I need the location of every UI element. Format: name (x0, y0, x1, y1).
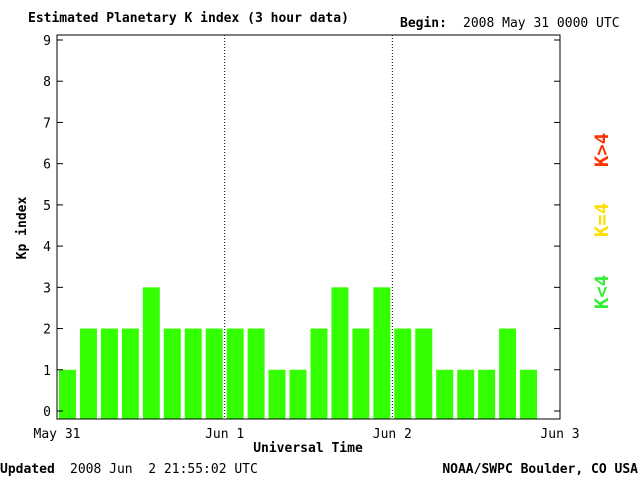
kp-bar (247, 328, 265, 419)
kp-bar (121, 328, 139, 419)
legend-item: K=4 (591, 203, 613, 237)
kp-bar (373, 287, 391, 419)
legend: K>4 K=4 K<4 (591, 133, 613, 309)
ticks-layer: 0 1 2 3 4 5 6 7 8 9 May 31 Jun 1 Jun 2 Jun 3 (34, 34, 580, 442)
y-tick-label: 6 (43, 158, 51, 173)
kp-bar (352, 328, 370, 419)
kp-bar (520, 369, 538, 419)
y-tick-label: 4 (43, 240, 51, 255)
plot-frame (56, 34, 561, 420)
chart-title: Estimated Planetary K index (3 hour data… (28, 11, 349, 26)
kp-bar (499, 328, 517, 419)
legend-item: K<4 (591, 275, 613, 309)
x-axis-label: Universal Time (253, 441, 363, 456)
kp-bar (142, 287, 160, 419)
legend-item: K>4 (591, 133, 613, 167)
kp-bar (268, 369, 286, 419)
kp-bar (310, 328, 328, 419)
y-tick-label: 5 (43, 199, 51, 214)
y-tick-label: 0 (43, 405, 51, 420)
y-tick-label: 7 (43, 116, 51, 131)
kp-bar (457, 369, 475, 419)
x-tick-label: Jun 2 (373, 427, 412, 442)
y-tick-label: 8 (43, 75, 51, 90)
kp-bar (331, 287, 349, 419)
begin-label: Begin: (400, 16, 447, 31)
updated-value: 2008 Jun 2 21:55:02 UTC (70, 462, 258, 477)
kp-bar (394, 328, 412, 419)
kp-bar (226, 328, 244, 419)
source-credit: NOAA/SWPC Boulder, CO USA (442, 462, 638, 477)
bars-layer (59, 287, 538, 419)
y-tick-label: 1 (43, 364, 51, 379)
kp-bar (79, 328, 97, 419)
x-tick-label: Jun 3 (540, 427, 579, 442)
kp-bar (184, 328, 202, 419)
kp-bar (205, 328, 223, 419)
kp-bar (415, 328, 433, 419)
begin-value: 2008 May 31 0000 UTC (463, 16, 620, 31)
updated-label: Updated (0, 462, 55, 477)
x-tick-label: May 31 (34, 427, 81, 442)
y-tick-label: 3 (43, 281, 51, 296)
kp-bar (163, 328, 181, 419)
kp-bar (436, 369, 454, 419)
kp-bar (100, 328, 118, 419)
kp-bar (59, 369, 76, 419)
y-tick-label: 9 (43, 34, 51, 49)
y-tick-label: 2 (43, 323, 51, 338)
x-tick-label: Jun 1 (205, 427, 244, 442)
kp-bar (289, 369, 307, 419)
kp-bar (478, 369, 496, 419)
y-axis-label: Kp index (15, 197, 30, 260)
